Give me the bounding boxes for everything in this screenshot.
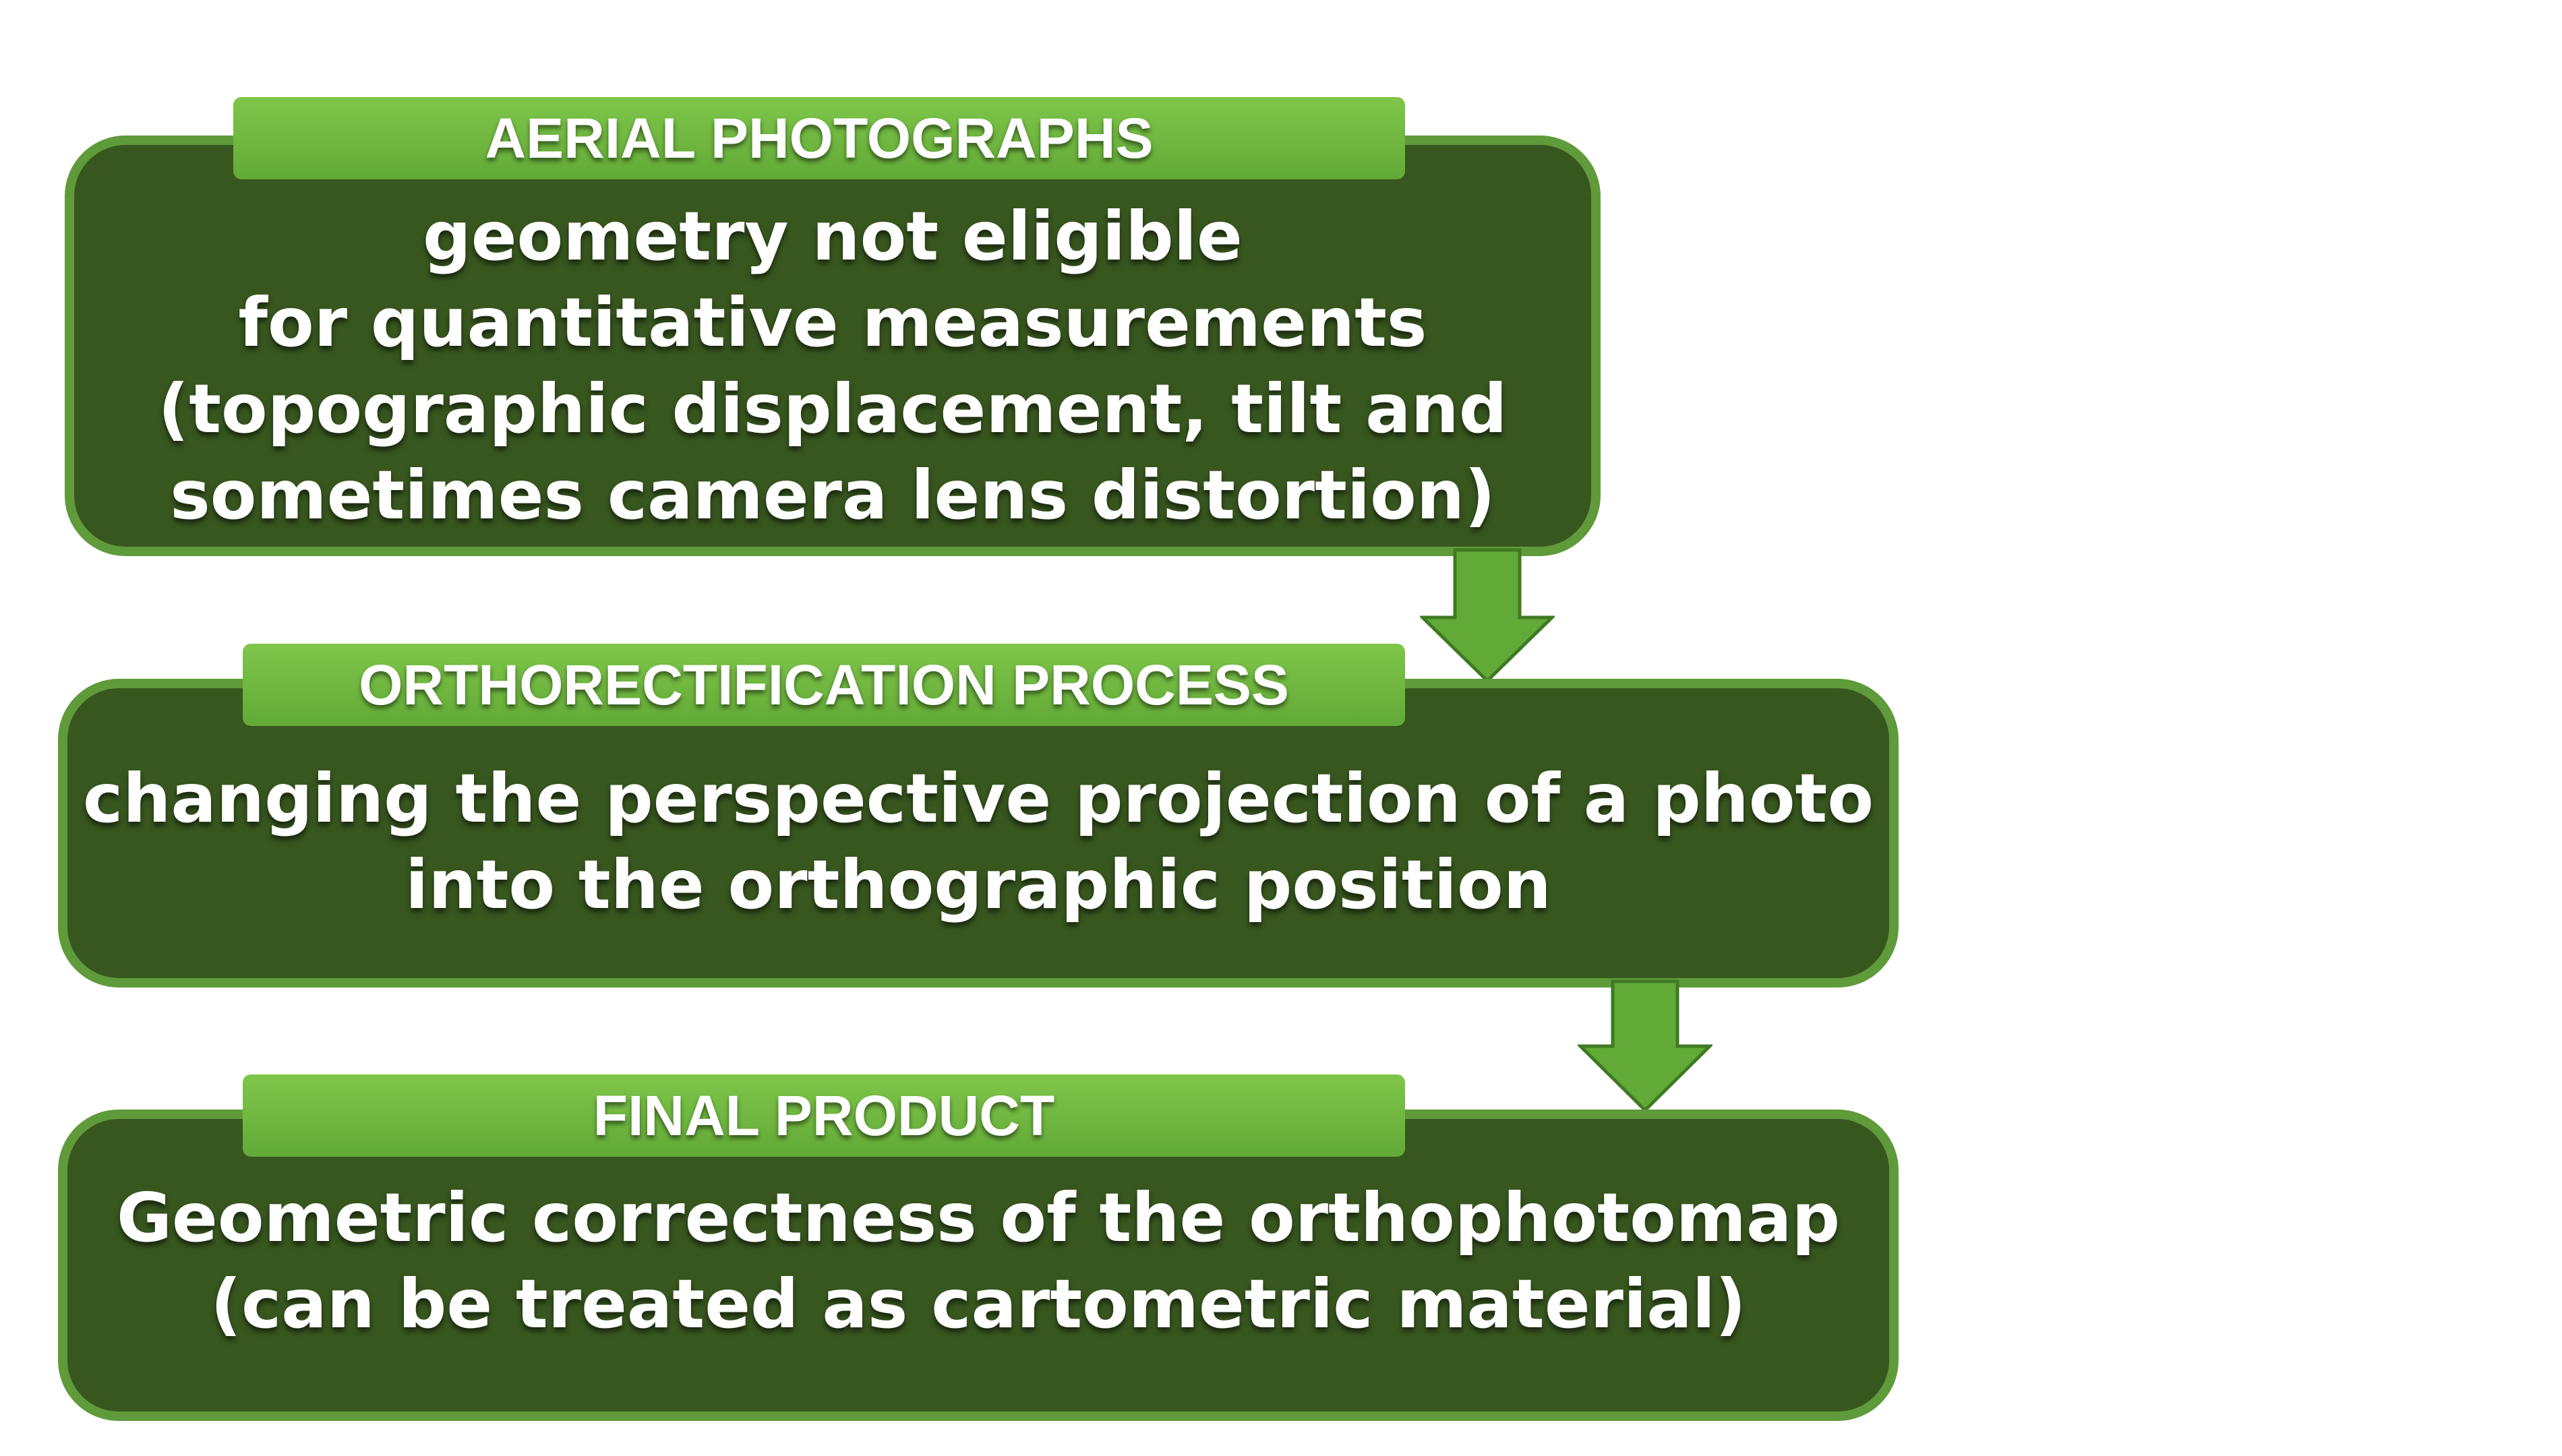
- arrow-shape: [1420, 548, 1555, 684]
- step-box-orthorectification-process: changing the perspective projection of a…: [58, 679, 1899, 988]
- description-line: for quantitative measurements: [238, 283, 1427, 362]
- step-box-aerial-photographs: geometry not eligible for quantitative m…: [65, 135, 1601, 556]
- description-line: (can be treated as cartometric material): [210, 1265, 1746, 1343]
- description-line: into the orthographic position: [405, 845, 1551, 924]
- down-arrow-icon: [1420, 548, 1555, 684]
- step-box-final-product: Geometric correctness of the orthophotom…: [58, 1110, 1899, 1421]
- arrow-shape: [1578, 979, 1712, 1113]
- step-heading-aerial-photographs: AERIAL PHOTOGRAPHS: [233, 97, 1405, 179]
- step-heading-final-product: FINAL PRODUCT: [243, 1074, 1405, 1157]
- step-description: changing the perspective projection of a…: [67, 756, 1889, 928]
- description-line: geometry not eligible: [423, 197, 1243, 276]
- description-line: changing the perspective projection of a…: [82, 759, 1874, 838]
- step-heading-orthorectification-process: ORTHORECTIFICATION PROCESS: [243, 644, 1405, 726]
- description-line: Geometric correctness of the orthophotom…: [116, 1178, 1841, 1257]
- description-line: sometimes camera lens distortion): [170, 456, 1495, 535]
- step-description: Geometric correctness of the orthophotom…: [67, 1175, 1889, 1347]
- description-line: (topographic displacement, tilt and: [158, 369, 1508, 448]
- step-description: geometry not eligible for quantitative m…: [74, 193, 1591, 539]
- down-arrow-icon: [1578, 979, 1712, 1113]
